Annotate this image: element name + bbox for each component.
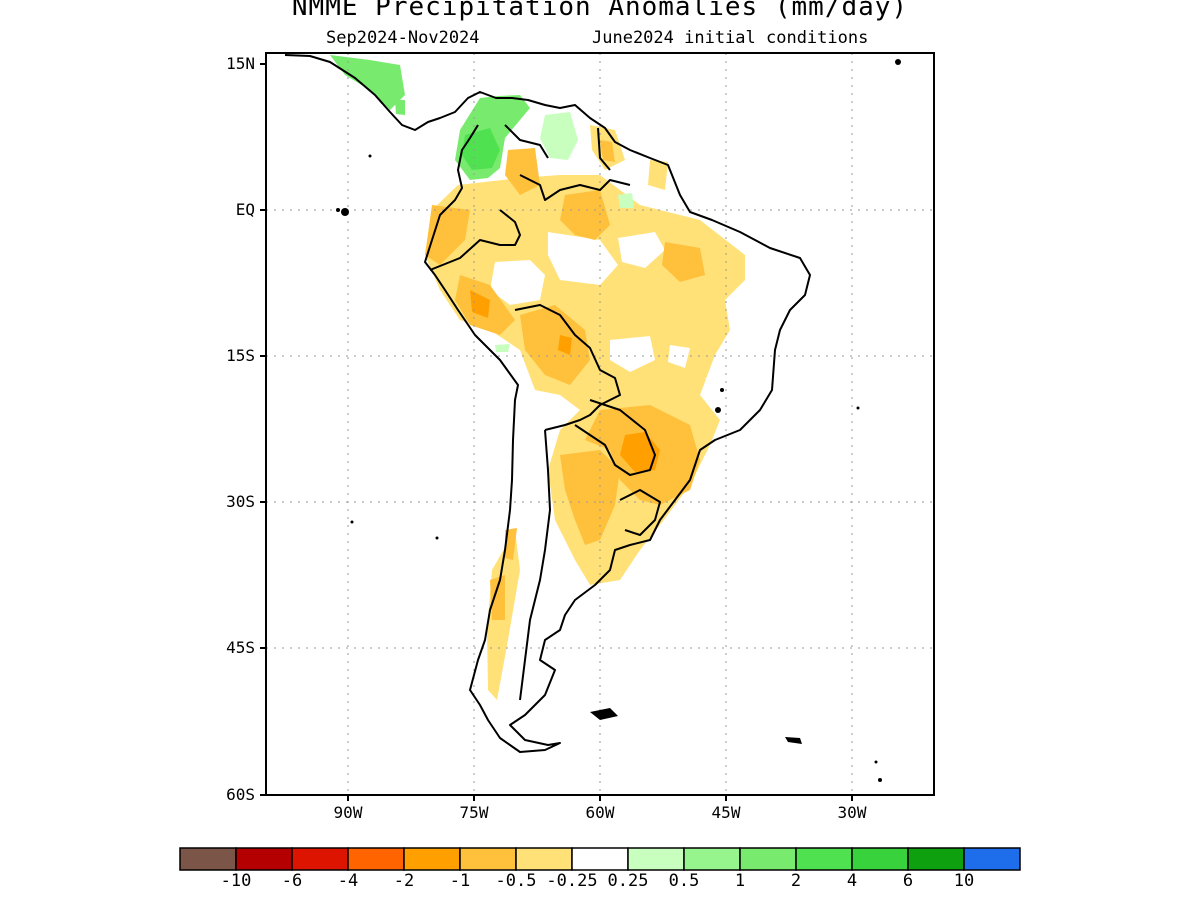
lat-label-60s: 60S (226, 785, 255, 804)
colorbar-swatch (851, 847, 909, 871)
colorbar-swatch (515, 847, 573, 871)
colorbar-label: -0.25 (546, 871, 598, 891)
colorbar-swatch (403, 847, 461, 871)
colorbar-label: -0.5 (495, 871, 537, 891)
colorbar-swatch (459, 847, 517, 871)
islands (336, 59, 901, 782)
colorbar-label: 4 (846, 871, 858, 891)
colorbar-swatch (627, 847, 685, 871)
lat-label-15n: 15N (226, 54, 255, 73)
colorbar-label: 10 (953, 871, 975, 891)
colorbar-swatch (571, 847, 629, 871)
colorbar-swatch (795, 847, 853, 871)
map-title: NMME Precipitation Anomalies (mm/day) (291, 0, 909, 22)
colorbar-label: -2 (393, 871, 415, 891)
colorbar-label: 0.5 (668, 871, 700, 891)
colorbar-swatch (179, 847, 237, 871)
colorbar-swatch (963, 847, 1021, 871)
lat-label-30s: 30S (226, 492, 255, 511)
colorbar-swatch (683, 847, 741, 871)
lon-label-60w: 60W (585, 803, 615, 822)
colorbar-swatch (907, 847, 965, 871)
lon-label-45w: 45W (711, 803, 741, 822)
initial-conditions-label: June2024 initial conditions (592, 28, 869, 48)
lon-label-90w: 90W (333, 803, 363, 822)
colorbar-label: -10 (220, 871, 252, 891)
lon-label-75w: 75W (459, 803, 489, 822)
anomaly-shading (330, 55, 745, 700)
axis-ticks (260, 63, 853, 801)
season-label: Sep2024-Nov2024 (326, 28, 480, 48)
colorbar-swatch (347, 847, 405, 871)
colorbar-swatch (739, 847, 797, 871)
colorbar-swatch (235, 847, 293, 871)
lat-label-eq: EQ (235, 200, 255, 219)
lon-label-30w: 30W (837, 803, 867, 822)
colorbar (179, 847, 1021, 871)
colorbar-label: 0.25 (607, 871, 649, 891)
colorbar-label: -1 (449, 871, 471, 891)
colorbar-swatch (291, 847, 349, 871)
lat-label-45s: 45S (226, 638, 255, 657)
colorbar-label: 1 (734, 871, 746, 891)
coastlines (284, 54, 811, 753)
colorbar-label: 2 (790, 871, 802, 891)
anomaly-moderate-dry (425, 140, 705, 620)
colorbar-label: -4 (337, 871, 359, 891)
lat-label-15s: 15S (226, 346, 255, 365)
colorbar-label: 6 (902, 871, 914, 891)
colorbar-label: -6 (281, 871, 303, 891)
